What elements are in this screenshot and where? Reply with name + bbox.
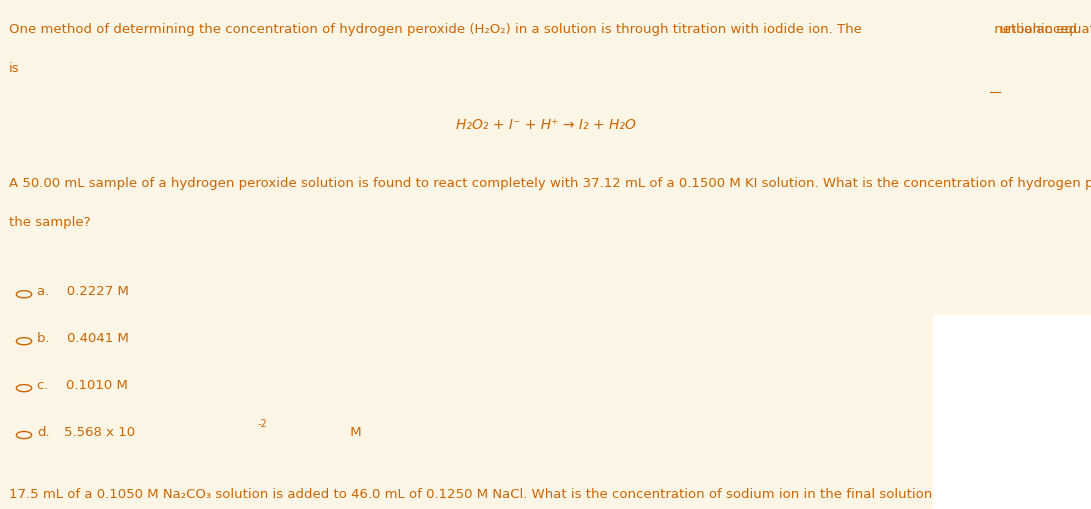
Text: A 50.00 mL sample of a hydrogen peroxide solution is found to react completely w: A 50.00 mL sample of a hydrogen peroxide…: [9, 177, 1091, 189]
Text: H₂O₂ + I⁻ + H⁺ → I₂ + H₂O: H₂O₂ + I⁻ + H⁺ → I₂ + H₂O: [456, 118, 635, 132]
Text: One method of determining the concentration of hydrogen peroxide (H₂O₂) in a sol: One method of determining the concentrat…: [9, 23, 866, 36]
Text: the sample?: the sample?: [9, 216, 91, 229]
Text: 5.568 x 10: 5.568 x 10: [64, 425, 135, 438]
Text: is: is: [9, 62, 20, 75]
FancyBboxPatch shape: [933, 316, 1091, 509]
Text: M: M: [346, 425, 361, 438]
Text: c.  0.1010 M: c. 0.1010 M: [37, 378, 128, 391]
Text: unbalanced: unbalanced: [1000, 23, 1078, 36]
Text: 17.5 mL of a 0.1050 M Na₂CO₃ solution is added to 46.0 mL of 0.1250 M NaCl. What: 17.5 mL of a 0.1050 M Na₂CO₃ solution is…: [9, 487, 939, 500]
Text: net ionic equation for this reaction: net ionic equation for this reaction: [990, 23, 1091, 36]
Text: -2: -2: [257, 418, 267, 429]
Text: b.  0.4041 M: b. 0.4041 M: [37, 331, 129, 344]
Text: d.: d.: [37, 425, 50, 438]
Text: a.  0.2227 M: a. 0.2227 M: [37, 285, 129, 297]
